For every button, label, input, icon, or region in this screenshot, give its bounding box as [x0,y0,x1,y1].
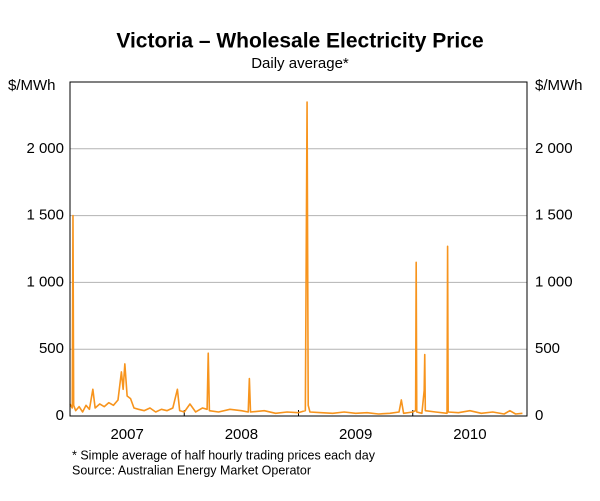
y2-tick-label: 1 500 [535,207,573,224]
x-tick-label: 2009 [339,426,372,443]
x-tick-label: 2010 [453,426,486,443]
y-unit: $/MWh [8,77,56,94]
y2-tick-label: 1 000 [535,273,573,290]
x-tick-label: 2008 [225,426,258,443]
x-tick-label: 2007 [110,426,143,443]
source: Source: Australian Energy Market Operato… [72,463,311,477]
y2-unit: $/MWh [535,77,583,94]
y-tick-label: 0 [56,407,64,424]
y2-tick-label: 2 000 [535,140,573,157]
y2-tick-label: 0 [535,407,543,424]
footnote: * Simple average of half hourly trading … [72,448,376,462]
chart-subtitle: Daily average* [251,55,349,72]
chart-title: Victoria – Wholesale Electricity Price [116,30,483,53]
y-tick-label: 1 000 [26,273,64,290]
y-tick-label: 1 500 [26,207,64,224]
plot-frame [69,81,528,417]
price-line [69,101,523,415]
y-tick-label: 500 [39,340,64,357]
y-tick-label: 2 000 [26,140,64,157]
y2-tick-label: 500 [535,340,560,357]
